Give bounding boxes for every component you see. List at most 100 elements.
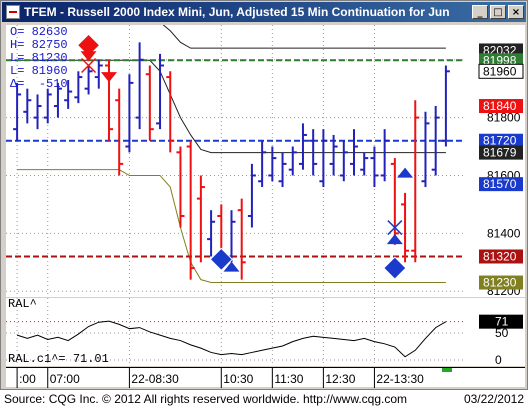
osc-tick-label: 0 [495, 353, 502, 366]
price-tag-label: 81960 [483, 64, 517, 78]
price-tag-box [478, 63, 524, 79]
time-tick-label: 07:00 [50, 372, 80, 386]
price-bar [115, 88, 124, 176]
price-bar [64, 79, 73, 109]
osc-tick-label: 71 [495, 315, 509, 329]
price-bar [84, 65, 93, 95]
cross-stroke [387, 220, 403, 236]
price-tag: 81320 [479, 249, 523, 264]
price-bar [309, 129, 318, 176]
price-bar [350, 129, 359, 176]
envelope-upper-line [162, 25, 446, 49]
triangle-down-marker [100, 72, 117, 83]
window-title: TFEM - Russell 2000 Index Mini, Jun, Adj… [24, 5, 450, 19]
info-high: H= 82750 [10, 38, 68, 52]
price-tag: 81960 [478, 63, 524, 79]
price-bar [104, 59, 113, 141]
time-axis[interactable]: :00 07:00 22-08:30 10:30 11:30 12:30 22-13:30 [6, 367, 525, 388]
price-bar [166, 71, 175, 153]
maximize-button[interactable]: □ [490, 5, 506, 19]
price-plot[interactable]: O= 82630 H= 82750 L= 81230 L= 81960 Δ= -… [6, 25, 465, 297]
price-bar [411, 100, 420, 263]
price-axis[interactable]: 8200081800816008140081200820328199881960… [465, 25, 525, 298]
price-tag-box [479, 275, 523, 290]
time-tick-label: 22-13:30 [376, 372, 424, 386]
price-bar [380, 129, 389, 182]
info-last: L= 81960 [10, 64, 68, 78]
price-tag-box [479, 99, 523, 114]
price-bar [125, 74, 134, 153]
price-tag-label: 81720 [483, 134, 517, 148]
oscillator-title: RAL^ [8, 298, 37, 311]
price-bar [176, 146, 185, 228]
price-bar [298, 123, 307, 170]
time-tick-label: 22-08:30 [131, 372, 179, 386]
oscillator-legend: RAL.c1^= 71.01 [8, 352, 109, 366]
price-bar [237, 198, 246, 280]
cross-marker [81, 57, 97, 74]
price-tag-box [479, 145, 523, 160]
price-bar [319, 129, 328, 188]
oscillator-plot[interactable]: RAL^ RAL.c1^= 71.01 [6, 298, 465, 366]
envelope-lower-line [17, 169, 446, 284]
price-tag: 81679 [479, 146, 523, 160]
price-tick-label: 81800 [487, 111, 521, 125]
close-button[interactable]: × [508, 5, 524, 19]
time-tick-label: 11:30 [274, 372, 303, 386]
price-bar [370, 146, 379, 188]
price-tag-label: 81320 [483, 249, 517, 263]
price-tag-label: 81570 [483, 177, 517, 191]
price-tag: 81840 [479, 99, 523, 114]
price-bar [207, 210, 216, 257]
price-tag-label: 81840 [483, 99, 517, 113]
info-low: L= 81230 [10, 51, 68, 65]
oscillator-axis: 71 50 0 [465, 298, 525, 367]
oscillator-line [16, 320, 447, 358]
price-bar [43, 88, 52, 124]
price-bar [360, 152, 369, 176]
price-bar [401, 192, 410, 263]
price-tag: 81230 [479, 275, 523, 290]
price-bar [186, 140, 195, 280]
price-tag-label: 81230 [483, 276, 517, 290]
minimize-button[interactable]: _ [472, 5, 488, 19]
price-bar [13, 82, 22, 141]
price-bar [329, 134, 338, 176]
cross-marker [387, 220, 403, 236]
triangle-up-marker [386, 234, 403, 245]
triangle-up-marker [223, 261, 240, 272]
price-tag-label: 81679 [483, 146, 517, 160]
price-bar [421, 111, 430, 188]
price-bar [339, 140, 348, 182]
envelope-mid-line [17, 59, 446, 154]
price-axis-svg: 8200081800816008140081200820328199881960… [478, 43, 524, 298]
osc-tick-label: 50 [495, 326, 509, 340]
footer: Source: CQG Inc. © 2012 All rights reser… [0, 391, 528, 408]
price-bar [33, 94, 42, 130]
price-bar [431, 106, 440, 176]
price-bar [196, 175, 205, 263]
price-bar [135, 42, 144, 130]
price-bar [53, 82, 62, 118]
price-bar [278, 152, 287, 188]
time-axis-svg: :00 07:00 22-08:30 10:30 11:30 12:30 22-13:30 [16, 368, 452, 388]
ohlc-readout: O= 82630 H= 82750 L= 81230 L= 81960 Δ= -… [10, 26, 68, 91]
footer-date: 03/22/2012 [463, 392, 524, 406]
price-tag-box [479, 133, 523, 148]
diamond-marker [383, 256, 407, 280]
price-tag: 81570 [479, 177, 523, 192]
time-scroll-marker [442, 368, 452, 372]
price-bar [247, 163, 256, 228]
title-bar[interactable]: TFEM - Russell 2000 Index Mini, Jun, Adj… [2, 2, 526, 22]
price-bar [94, 59, 103, 89]
time-tick-label: 12:30 [325, 372, 355, 386]
price-bar [390, 158, 399, 245]
cross-stroke [81, 57, 97, 74]
info-change: Δ= -510 [10, 77, 68, 91]
app-icon [6, 5, 20, 19]
price-bar [268, 146, 277, 182]
oscillator-svg [6, 298, 465, 366]
triangle-down-marker [80, 51, 97, 62]
price-bar [258, 140, 267, 188]
